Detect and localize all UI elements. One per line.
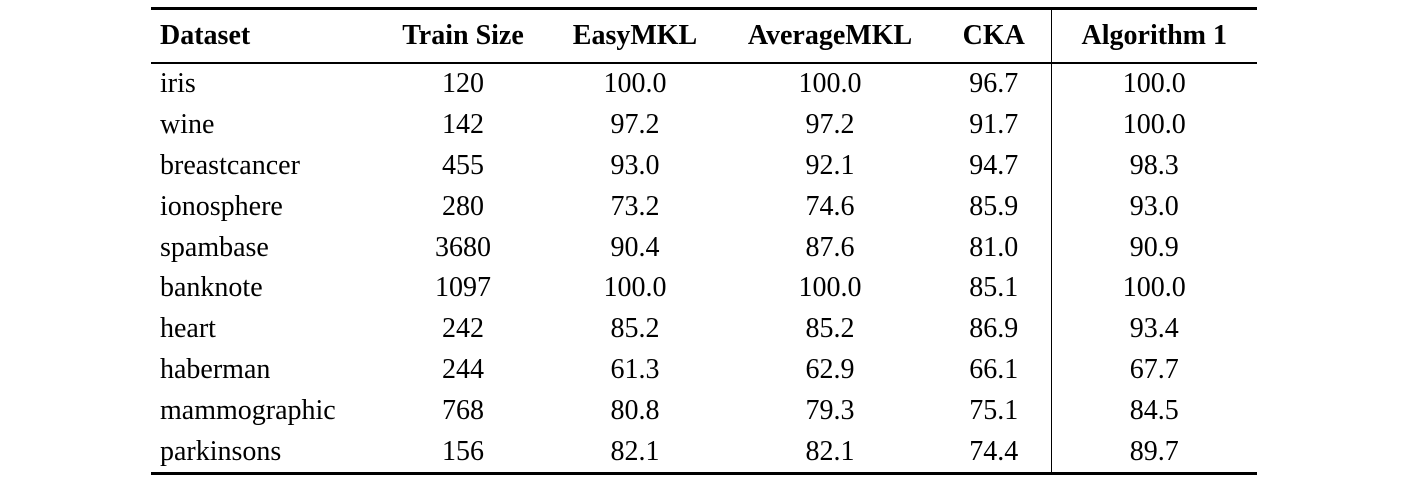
averagemkl-cell: 82.1 [805, 435, 855, 467]
header-row: Dataset Train Size EasyMKL AverageMKL CK… [151, 8, 1257, 64]
dataset-cell: spambase [160, 231, 269, 263]
easymkl-cell: 100.0 [603, 68, 667, 100]
train-size-cell: 244 [442, 353, 484, 385]
train-size-cell: 120 [442, 68, 484, 100]
train-size-cell: 455 [442, 149, 484, 181]
cka-cell: 85.9 [937, 186, 1052, 228]
averagemkl-cell: 74.6 [805, 190, 855, 222]
dataset-cell: mammographic [160, 394, 336, 426]
table-row-iris: iris 120 100.0 100.0 96.7 100.0 [151, 63, 1257, 105]
dataset-cell: heart [160, 313, 216, 345]
algorithm1-cell: 84.5 [1129, 394, 1179, 426]
table-row-mammographic: mammographic 768 80.8 79.3 75.1 84.5 [151, 390, 1257, 432]
column-header-easymkl: EasyMKL [547, 8, 723, 64]
averagemkl-cell: 97.2 [805, 109, 855, 141]
averagemkl-cell: 62.9 [805, 353, 855, 385]
dataset-cell: parkinsons [160, 435, 282, 467]
column-header-algorithm1: Algorithm 1 [1051, 8, 1257, 64]
dataset-cell: ionosphere [160, 190, 283, 222]
algorithm1-cell: 98.3 [1129, 149, 1179, 181]
averagemkl-cell: 100.0 [798, 68, 862, 100]
train-size-cell: 280 [442, 190, 484, 222]
easymkl-cell: 82.1 [610, 435, 660, 467]
cka-cell: 85.1 [937, 267, 1052, 309]
algorithm1-cell: 93.0 [1129, 190, 1179, 222]
train-size-cell: 768 [442, 394, 484, 426]
cka-cell: 91.7 [937, 104, 1052, 146]
train-size-cell: 156 [442, 435, 484, 467]
train-size-cell: 3680 [435, 231, 491, 263]
easymkl-cell: 93.0 [610, 149, 660, 181]
averagemkl-cell: 92.1 [805, 149, 855, 181]
table-row-ionosphere: ionosphere 280 73.2 74.6 85.9 93.0 [151, 186, 1257, 228]
table-row-wine: wine 142 97.2 97.2 91.7 100.0 [151, 104, 1257, 146]
algorithm1-cell: 90.9 [1129, 231, 1179, 263]
cka-cell: 66.1 [937, 349, 1052, 391]
easymkl-cell: 73.2 [610, 190, 660, 222]
table-row-banknote: banknote 1097 100.0 100.0 85.1 100.0 [151, 267, 1257, 309]
table-row-haberman: haberman 244 61.3 62.9 66.1 67.7 [151, 349, 1257, 391]
cka-cell: 86.9 [937, 308, 1052, 350]
column-header-cka: CKA [937, 8, 1052, 64]
cka-cell: 96.7 [937, 63, 1052, 105]
easymkl-cell: 90.4 [610, 231, 660, 263]
cka-cell: 81.0 [937, 227, 1052, 268]
train-size-cell: 142 [442, 109, 484, 141]
column-header-train-size: Train Size [379, 8, 547, 64]
table-row-parkinsons: parkinsons 156 82.1 82.1 74.4 89.7 [151, 431, 1257, 474]
easymkl-cell: 80.8 [610, 394, 660, 426]
averagemkl-cell: 79.3 [805, 394, 855, 426]
averagemkl-cell: 100.0 [798, 272, 862, 304]
column-header-averagemkl: AverageMKL [723, 8, 937, 64]
dataset-cell: breastcancer [160, 149, 300, 181]
algorithm1-cell: 100.0 [1122, 272, 1186, 304]
train-size-cell: 1097 [435, 272, 491, 304]
algorithm1-cell: 93.4 [1129, 313, 1179, 345]
cka-cell: 75.1 [937, 390, 1052, 432]
algorithm1-cell: 67.7 [1129, 353, 1179, 385]
easymkl-cell: 85.2 [610, 313, 660, 345]
paper-table: Dataset Train Size EasyMKL AverageMKL CK… [151, 7, 1257, 475]
easymkl-cell: 61.3 [610, 353, 660, 385]
train-size-cell: 242 [442, 313, 484, 345]
dataset-cell: iris [160, 68, 196, 100]
dataset-cell: haberman [160, 353, 271, 385]
results-table: Dataset Train Size EasyMKL AverageMKL CK… [151, 7, 1257, 475]
table-row-spambase: spambase 3680 90.4 87.6 81.0 90.9 [151, 227, 1257, 268]
dataset-cell: banknote [160, 272, 263, 304]
table-header: Dataset Train Size EasyMKL AverageMKL CK… [151, 8, 1257, 64]
algorithm1-cell: 89.7 [1129, 435, 1179, 467]
cka-cell: 74.4 [937, 431, 1052, 474]
table-row-heart: heart 242 85.2 85.2 86.9 93.4 [151, 308, 1257, 350]
algorithm1-cell: 100.0 [1122, 68, 1186, 100]
averagemkl-cell: 85.2 [805, 313, 855, 345]
table-body: iris 120 100.0 100.0 96.7 100.0 wine 142… [151, 63, 1257, 474]
easymkl-cell: 97.2 [610, 109, 660, 141]
averagemkl-cell: 87.6 [805, 231, 855, 263]
algorithm1-cell: 100.0 [1122, 109, 1186, 141]
table-row-breastcancer: breastcancer 455 93.0 92.1 94.7 98.3 [151, 145, 1257, 187]
cka-cell: 94.7 [937, 145, 1052, 187]
dataset-cell: wine [160, 109, 215, 141]
column-header-dataset: Dataset [151, 8, 379, 64]
easymkl-cell: 100.0 [603, 272, 667, 304]
